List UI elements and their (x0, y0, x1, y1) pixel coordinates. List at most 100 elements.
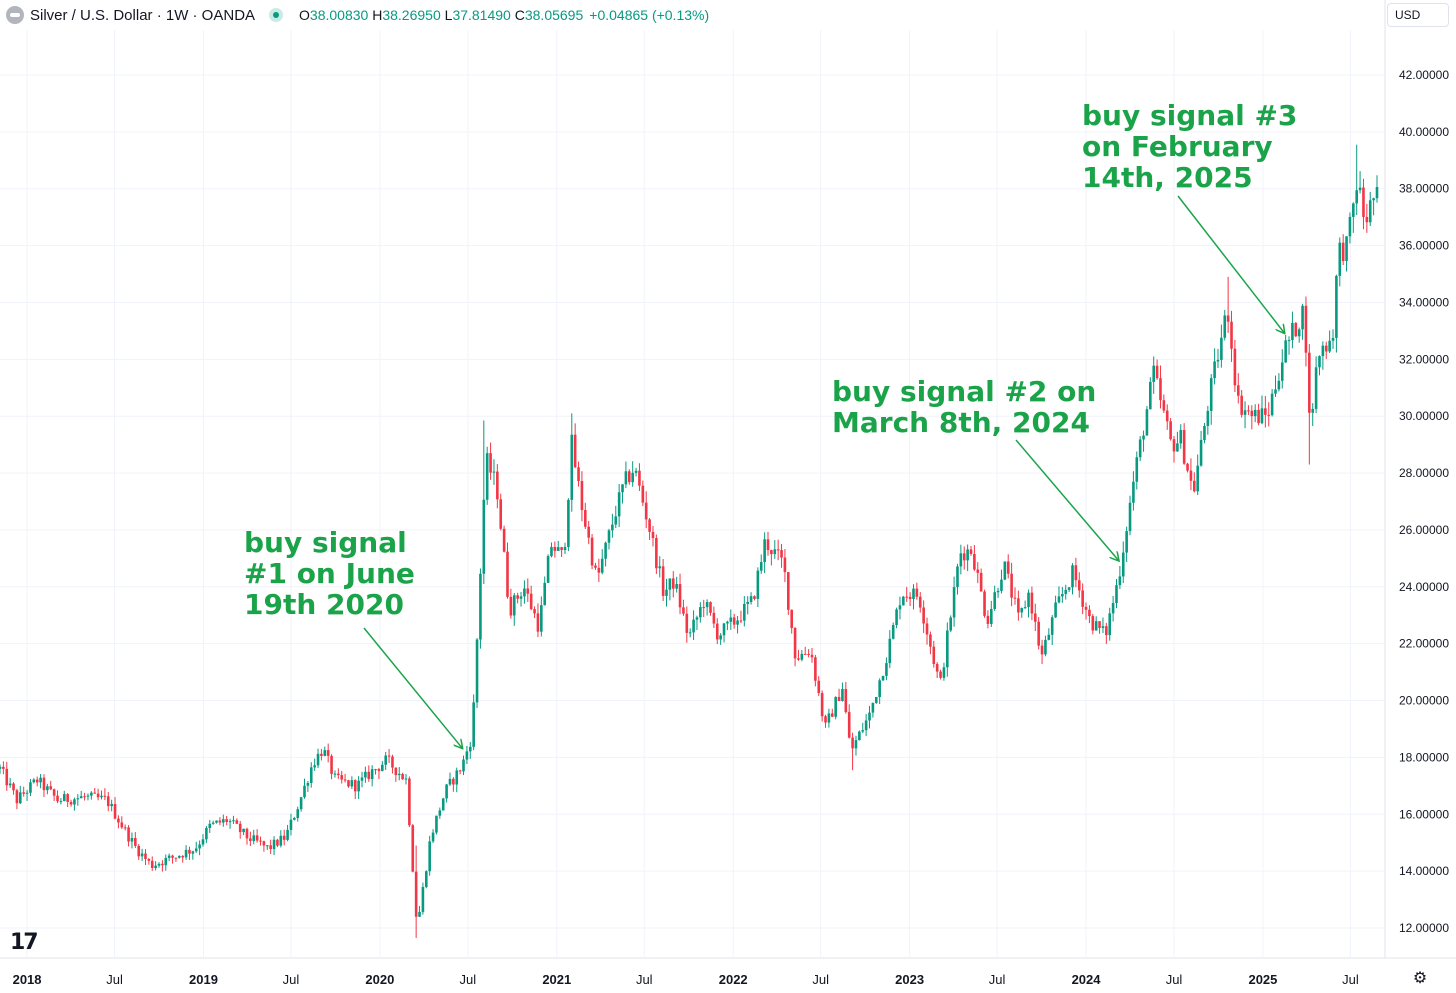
candle-body (1003, 561, 1007, 580)
tradingview-logo[interactable]: 17 (10, 930, 39, 955)
candle-body (411, 825, 415, 872)
candle-body (66, 794, 69, 802)
x-tick-label: Jul (812, 972, 829, 987)
y-tick-label: 34.00000 (1399, 295, 1449, 309)
candle-body (218, 820, 222, 823)
candle-body (807, 653, 810, 655)
candle-body (864, 720, 868, 731)
candle-body (1084, 606, 1088, 610)
candle-body (573, 434, 577, 468)
candle-body (1287, 340, 1291, 342)
candle-body (763, 539, 766, 563)
currency-selector[interactable]: USD (1387, 3, 1449, 27)
candle-body (638, 470, 641, 486)
candle-body (908, 596, 912, 600)
candle-body (1182, 430, 1186, 464)
candle-body (83, 796, 86, 798)
candle-body (1040, 645, 1044, 655)
annotation-arrow (363, 627, 462, 748)
candle-body (154, 865, 157, 869)
time-axis[interactable]: 2018 Jul 2019 Jul 2020 Jul 2021 Jul 2022 Jul 2023 J… (13, 972, 1359, 987)
candle-body (367, 771, 371, 780)
candle-body (1162, 400, 1166, 411)
candle-body (1196, 465, 1199, 492)
price-axis[interactable]: 12.00000 14.00000 16.00000 18.00000 20.00000… (1399, 68, 1449, 935)
candle-body (194, 848, 198, 852)
candle-body (509, 596, 513, 616)
y-tick-label: 38.00000 (1399, 182, 1449, 196)
ohlc-values: O38.00830 H38.26950 L37.81490 C38.05695 (299, 7, 583, 23)
high-label: H (372, 7, 383, 23)
candle-body (702, 607, 706, 609)
candle-body (140, 853, 144, 857)
candle-body (529, 593, 533, 610)
x-tick-label: 2022 (719, 972, 748, 987)
candle-body (1280, 362, 1284, 381)
annotation-arrows (363, 195, 1284, 748)
annotation-arrow (1177, 195, 1284, 333)
x-tick-label: Jul (460, 972, 477, 987)
candle-body (912, 588, 915, 600)
candle-body (553, 546, 557, 551)
candle-body (1094, 621, 1098, 631)
candle-body (309, 767, 313, 783)
x-tick-label: 2024 (1072, 972, 1102, 987)
open-label: O (299, 7, 310, 23)
candle-body (1138, 439, 1142, 458)
candle-body (726, 621, 729, 624)
candle-body (242, 828, 245, 833)
y-tick-label: 42.00000 (1399, 68, 1449, 82)
candle-body (1233, 348, 1237, 386)
candle-body (770, 550, 773, 555)
candle-body (293, 817, 296, 820)
candle-body (198, 844, 201, 849)
candle-body (1372, 198, 1375, 201)
candle-body (35, 779, 39, 783)
candle-body (915, 588, 919, 597)
candle-body (560, 547, 563, 551)
candle-body (93, 792, 97, 794)
candle-body (184, 849, 188, 858)
candle-body (502, 528, 506, 552)
candle-body (699, 607, 702, 618)
candle-body (675, 584, 678, 589)
candle-body (1226, 315, 1230, 322)
high-value: 38.26950 (382, 7, 441, 23)
gear-icon[interactable]: ⚙ (1412, 970, 1428, 987)
open-value: 38.00830 (309, 7, 369, 23)
candle-body (56, 795, 59, 802)
candle-body (387, 755, 391, 757)
candle-body (435, 815, 438, 833)
candle-body (902, 596, 905, 606)
candle-body (174, 857, 178, 859)
candle-body (942, 667, 946, 678)
x-tick-label: 2021 (542, 972, 571, 987)
candle-body (391, 756, 394, 768)
symbol-title[interactable]: Silver / U.S. Dollar · 1W · OANDA (30, 6, 256, 24)
candle-body (1324, 345, 1328, 352)
candle-body (394, 767, 398, 776)
candle-body (611, 524, 614, 531)
candle-body (536, 613, 540, 632)
candle-body (353, 780, 357, 792)
candle-body (1118, 576, 1122, 586)
candle-body (39, 777, 42, 783)
candle-body (526, 588, 530, 594)
candle-body (743, 603, 746, 621)
candle-body (337, 773, 340, 776)
candle-body (959, 553, 963, 567)
candle-body (76, 798, 80, 800)
candle-body (381, 764, 384, 771)
market-status-icon[interactable] (269, 8, 284, 22)
candle-body (377, 769, 381, 771)
candle-body (276, 839, 279, 846)
candle-body (1203, 425, 1206, 441)
candle-body (1098, 621, 1101, 628)
candle-body (753, 596, 756, 599)
candle-body (259, 840, 262, 842)
candle-body (448, 778, 452, 785)
candle-body (949, 617, 953, 631)
candle-body (1291, 322, 1294, 341)
candle-body (739, 620, 743, 622)
